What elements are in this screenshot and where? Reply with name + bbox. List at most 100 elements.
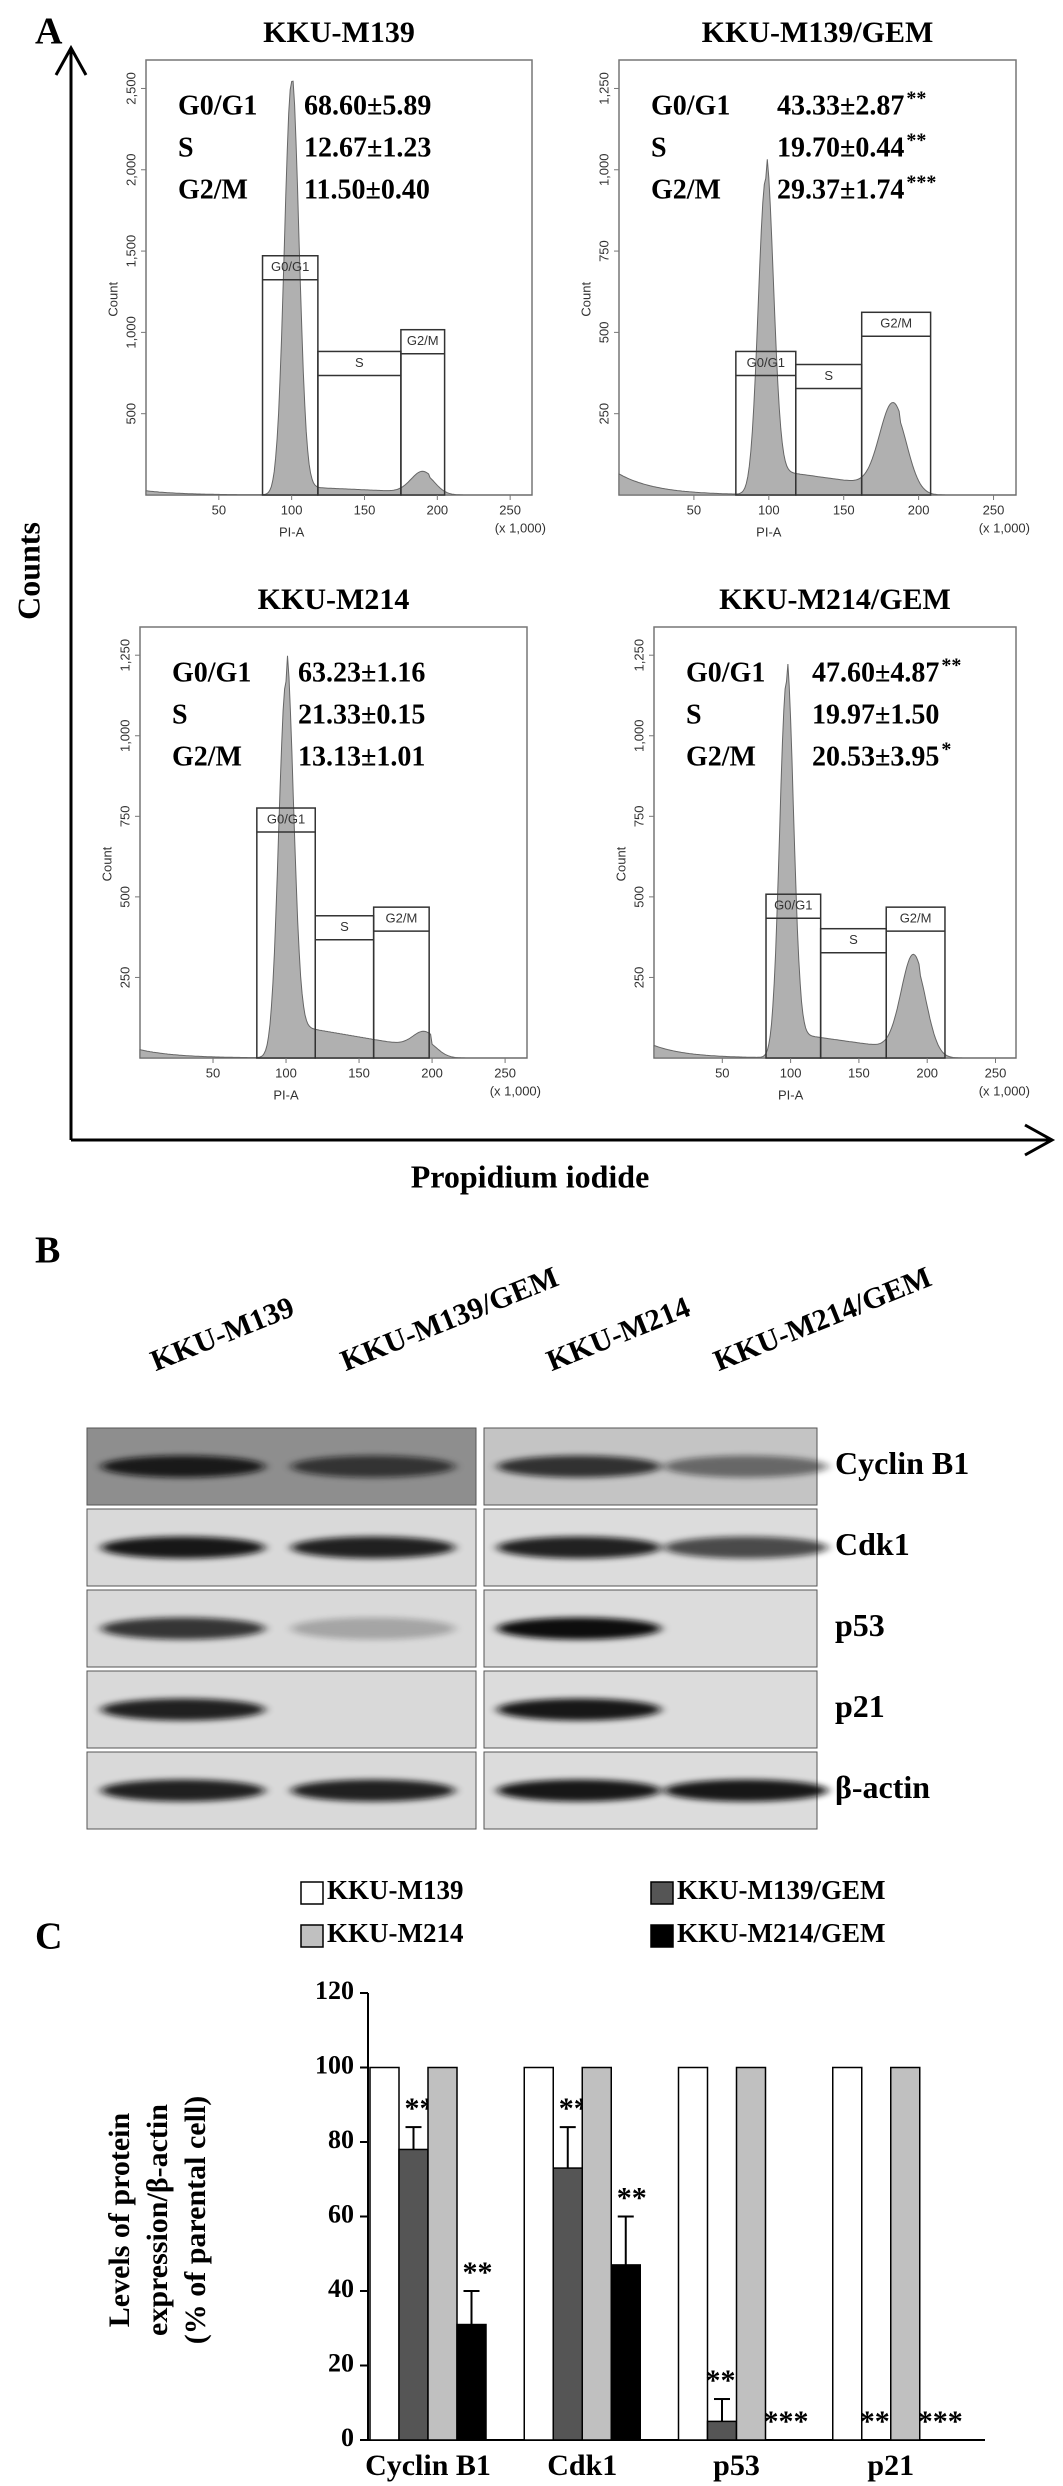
gate-label: G2/M (900, 911, 932, 926)
axis-title: Propidium iodide (411, 1158, 650, 1194)
panel-label: B (35, 1230, 60, 1272)
x-tick-label: 200 (908, 502, 930, 517)
protein-label: Cyclin B1 (835, 1445, 969, 1481)
gate-label: S (849, 932, 858, 947)
y-tick-label: 1,000 (117, 719, 132, 752)
x-tick-label: Cyclin B1 (365, 2449, 491, 2482)
x-tick-label: p21 (867, 2449, 914, 2482)
y-axis-title: (% of parental cell) (179, 2096, 212, 2345)
y-tick-label: 750 (631, 805, 646, 827)
x-tick-label: 250 (985, 1065, 1007, 1080)
x-tick-label: 150 (848, 1065, 870, 1080)
histogram (139, 655, 527, 1059)
stat-value: 43.33±2.87 (777, 90, 904, 121)
y-tick-label: 1,000 (123, 316, 138, 349)
x-tick-label: 50 (687, 502, 701, 517)
legend-swatch (650, 1881, 674, 1905)
plot-frame (618, 59, 1017, 496)
band (101, 1698, 265, 1721)
stat-value: 63.23±1.16 (298, 657, 425, 688)
y-label: Count (613, 846, 628, 881)
x-tick-label: 200 (426, 502, 448, 517)
bar (398, 2148, 429, 2441)
x-unit: (x 1,000) (495, 520, 546, 535)
stat-phase: S (686, 699, 702, 730)
gate (885, 906, 946, 1059)
x-unit: (x 1,000) (979, 520, 1030, 535)
stat-value: 68.60±5.89 (304, 90, 431, 121)
y-tick-label: 250 (631, 967, 646, 989)
band (101, 1617, 265, 1640)
legend-label: KKU-M214/GEM (677, 1918, 885, 1948)
legend-label: KKU-M214 (327, 1918, 463, 1948)
plot-title: KKU-M214 (258, 583, 410, 616)
gate-label: G0/G1 (267, 811, 305, 826)
bar (735, 2066, 767, 2441)
bar (581, 2066, 612, 2441)
stat-value: 20.53±3.95 (812, 741, 939, 772)
gate-label: G2/M (880, 316, 912, 331)
x-tick-label: 50 (212, 502, 226, 517)
stat-phase: G2/M (172, 741, 242, 772)
bar (890, 2066, 921, 2441)
band (497, 1536, 661, 1559)
y-tick-label: 500 (123, 403, 138, 425)
protein-label: p53 (835, 1607, 885, 1643)
x-tick-label: 200 (421, 1065, 443, 1080)
band (664, 1779, 828, 1802)
band (664, 1536, 828, 1559)
band (291, 1617, 455, 1640)
axis-title: Counts (10, 522, 46, 620)
x-tick-label: 150 (348, 1065, 370, 1080)
stat-phase: G0/G1 (686, 657, 765, 688)
stat-phase: G0/G1 (651, 90, 730, 121)
bar (706, 2420, 738, 2441)
legend-label: KKU-M139/GEM (677, 1875, 885, 1905)
stat-stars: * (941, 739, 951, 761)
stat-value: 13.13±1.01 (298, 741, 425, 772)
lane-label: KKU-M214 (542, 1290, 695, 1377)
y-tick-label: 750 (117, 805, 132, 827)
lane-label: KKU-M139 (146, 1290, 299, 1377)
legend-label: KKU-M139 (327, 1875, 463, 1905)
bar (552, 2167, 583, 2441)
y-tick-label: 250 (117, 967, 132, 989)
x-tick-label: 250 (499, 502, 521, 517)
y-tick-label: 2,500 (123, 72, 138, 105)
stat-value: 21.33±0.15 (298, 699, 425, 730)
y-tick-label: 1,250 (117, 639, 132, 672)
y-tick-label: 120 (315, 1976, 354, 2005)
gate (317, 350, 402, 496)
stat-phase: S (178, 132, 194, 163)
legend-swatch (650, 1924, 674, 1948)
arrow-head (1024, 1123, 1056, 1157)
y-tick-label: 60 (328, 2199, 354, 2228)
y-tick-label: 750 (596, 240, 611, 262)
bar (677, 2066, 709, 2441)
y-tick-label: 1,000 (596, 153, 611, 186)
x-tick-label: 50 (715, 1065, 729, 1080)
x-tick-label: 200 (916, 1065, 938, 1080)
band (497, 1698, 661, 1721)
histogram (653, 663, 1016, 1059)
bar (610, 2264, 641, 2441)
x-tick-label: p53 (713, 2449, 760, 2482)
x-tick-label: 50 (206, 1065, 220, 1080)
y-tick-label: 20 (328, 2348, 354, 2377)
protein-label: Cdk1 (835, 1526, 910, 1562)
bar (369, 2066, 400, 2441)
bar (832, 2066, 863, 2441)
bar (456, 2323, 487, 2441)
band (291, 1779, 455, 1802)
y-tick-label: 0 (341, 2423, 354, 2452)
band (101, 1779, 265, 1802)
y-tick-label: 500 (117, 886, 132, 908)
gate-label: G0/G1 (271, 259, 309, 274)
protein-label: p21 (835, 1688, 885, 1724)
stat-value: 19.97±1.50 (812, 699, 939, 730)
x-label: PI-A (279, 524, 305, 539)
lane-label: KKU-M139/GEM (336, 1261, 563, 1378)
band (291, 1536, 455, 1559)
x-tick-label: 250 (983, 502, 1005, 517)
